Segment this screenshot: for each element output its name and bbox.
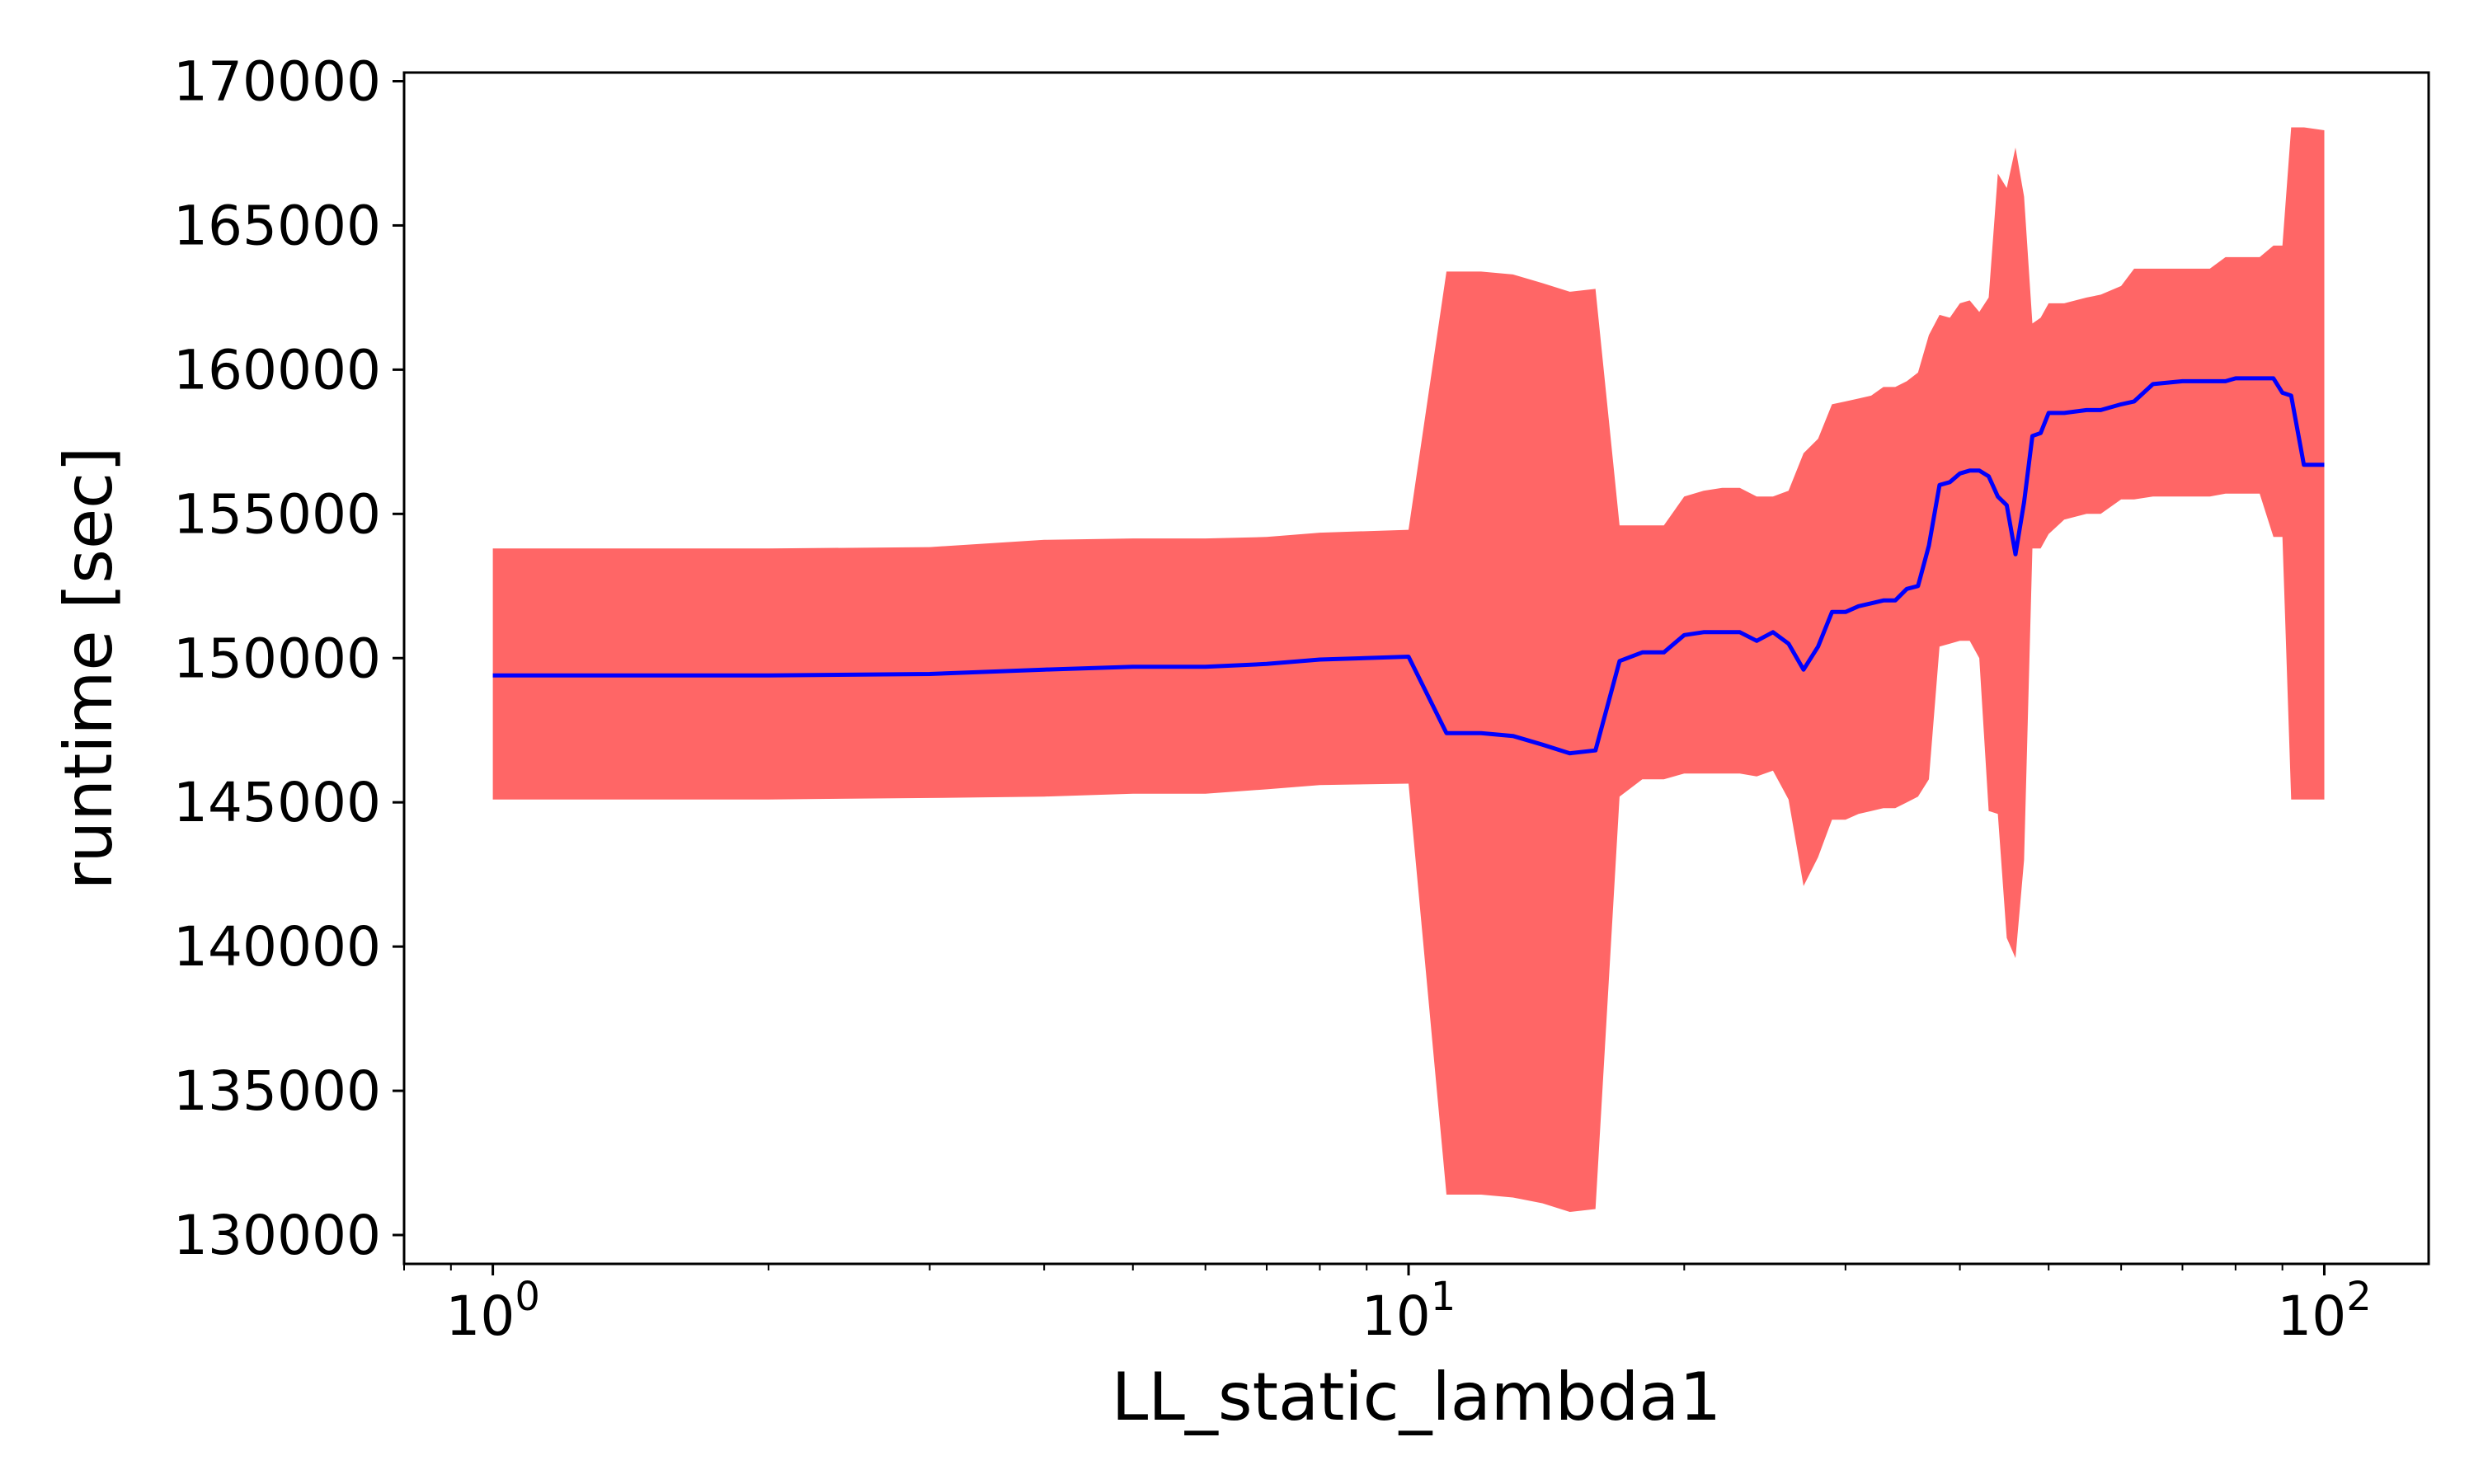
confidence-band xyxy=(492,127,2325,1212)
x-tick-label: 101 xyxy=(1362,1274,1456,1348)
axes-frame xyxy=(402,71,2430,1266)
y-axis-label: runtime [sec] xyxy=(50,447,127,890)
y-tick-label: 140000 xyxy=(173,915,381,979)
y-tick-label: 160000 xyxy=(173,338,381,402)
y-tick-label: 165000 xyxy=(173,194,381,257)
x-tick-label: 100 xyxy=(445,1274,540,1348)
x-axis-label: LL_static_lambda1 xyxy=(1112,1359,1721,1435)
y-tick-label: 155000 xyxy=(173,482,381,546)
y-tick-label: 150000 xyxy=(173,627,381,690)
plot-area xyxy=(492,127,2325,1212)
y-tick-label: 170000 xyxy=(173,49,381,113)
x-tick-label: 102 xyxy=(2277,1274,2372,1348)
y-tick-label: 145000 xyxy=(173,771,381,834)
y-tick-label: 135000 xyxy=(173,1059,381,1123)
y-tick-label: 130000 xyxy=(173,1204,381,1267)
axes: 130000 135000 140000 145000 150000 155000 1600… xyxy=(173,49,2430,1348)
mean-line xyxy=(492,376,2325,756)
